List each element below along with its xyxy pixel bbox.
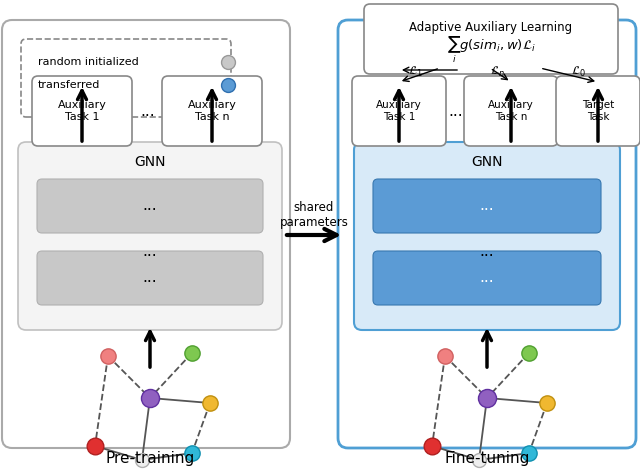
- Text: Auxiliary
Task 1: Auxiliary Task 1: [58, 100, 106, 122]
- Text: shared
parameters: shared parameters: [280, 201, 348, 229]
- Text: transferred: transferred: [38, 80, 100, 90]
- Text: Fine-tuning: Fine-tuning: [444, 451, 530, 465]
- Text: Target
Task: Target Task: [582, 100, 614, 122]
- FancyBboxPatch shape: [464, 76, 558, 146]
- FancyBboxPatch shape: [352, 76, 446, 146]
- Text: ...: ...: [143, 198, 157, 213]
- FancyBboxPatch shape: [37, 251, 263, 305]
- FancyBboxPatch shape: [21, 39, 231, 117]
- FancyBboxPatch shape: [338, 20, 636, 448]
- Text: Auxiliary
Task 1: Auxiliary Task 1: [376, 100, 422, 122]
- Text: $\sum_i g(sim_i, w)\mathcal{L}_i$: $\sum_i g(sim_i, w)\mathcal{L}_i$: [447, 35, 536, 65]
- FancyBboxPatch shape: [364, 4, 618, 74]
- Text: GNN: GNN: [471, 155, 503, 169]
- FancyBboxPatch shape: [373, 251, 601, 305]
- Text: ...: ...: [449, 103, 463, 118]
- Text: Auxiliary
Task n: Auxiliary Task n: [488, 100, 534, 122]
- FancyBboxPatch shape: [37, 179, 263, 233]
- Text: $\mathcal{L}_1$: $\mathcal{L}_1$: [408, 65, 422, 79]
- FancyBboxPatch shape: [162, 76, 262, 146]
- Text: GNN: GNN: [134, 155, 166, 169]
- Text: Adaptive Auxiliary Learning: Adaptive Auxiliary Learning: [410, 22, 573, 34]
- Text: Pre-training: Pre-training: [106, 451, 195, 465]
- Text: Auxiliary
Task n: Auxiliary Task n: [188, 100, 236, 122]
- FancyBboxPatch shape: [354, 142, 620, 330]
- Text: $\mathcal{L}_0$: $\mathcal{L}_0$: [570, 65, 586, 79]
- FancyBboxPatch shape: [18, 142, 282, 330]
- FancyBboxPatch shape: [2, 20, 290, 448]
- Text: ...: ...: [480, 198, 494, 213]
- Text: ...: ...: [141, 103, 156, 118]
- Text: ...: ...: [143, 244, 157, 259]
- FancyBboxPatch shape: [32, 76, 132, 146]
- Text: ...: ...: [480, 271, 494, 285]
- Text: ...: ...: [480, 244, 494, 259]
- FancyBboxPatch shape: [556, 76, 640, 146]
- Text: random initialized: random initialized: [38, 57, 139, 67]
- FancyBboxPatch shape: [373, 179, 601, 233]
- Text: ...: ...: [143, 271, 157, 285]
- Text: $\mathcal{L}_n$: $\mathcal{L}_n$: [490, 65, 504, 79]
